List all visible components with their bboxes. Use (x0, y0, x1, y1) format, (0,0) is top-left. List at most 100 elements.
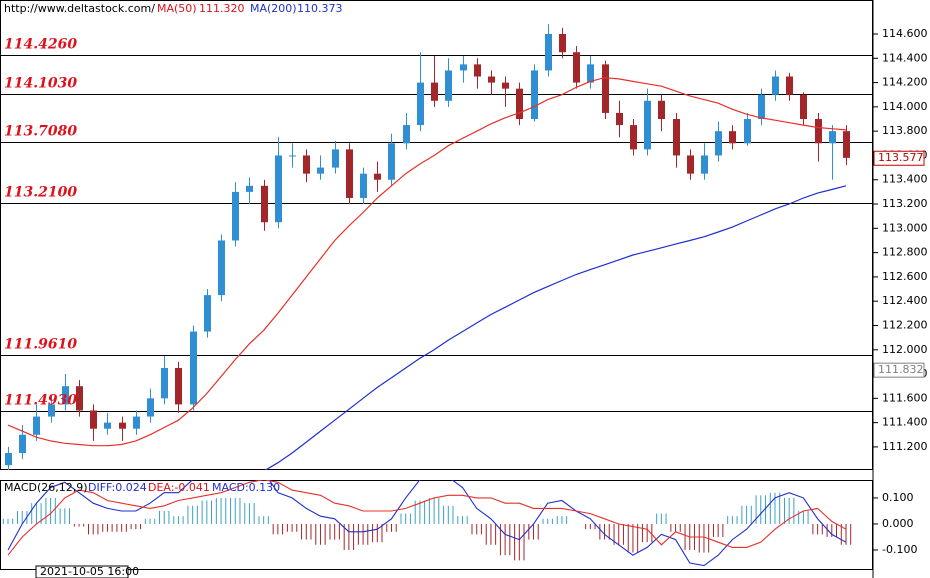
candle-body (602, 64, 609, 113)
candle-body (772, 76, 779, 95)
ma200-name: MA(200) (250, 2, 297, 15)
macd-line (7, 480, 847, 567)
candle-body (33, 416, 40, 435)
y-tick-label: 111.200 (882, 440, 928, 453)
level-label: 111.4930 (4, 393, 77, 409)
y-tick-label: 112.000 (882, 343, 928, 356)
level-label: 113.7080 (4, 124, 77, 140)
candle-body (90, 410, 97, 429)
candle-body (488, 76, 495, 83)
price-marker-box (873, 362, 925, 378)
candle-body (587, 64, 594, 83)
level-label: 114.4260 (4, 37, 77, 53)
macd-frame (0, 480, 873, 570)
level-label: 111.9610 (4, 337, 77, 353)
candle-body (531, 70, 538, 120)
candle-body (644, 100, 651, 150)
candle-body (332, 149, 339, 168)
macd-tick-label: 0.100 (882, 491, 914, 504)
candle-body (62, 386, 69, 405)
candle-body (658, 100, 665, 120)
candle-body (48, 404, 55, 417)
y-tick-label: 112.400 (882, 294, 928, 307)
macd-tick-label: -0.100 (882, 543, 917, 556)
candle-body (104, 422, 111, 429)
y-tick-label: 113.800 (882, 124, 928, 137)
candle-body (729, 131, 736, 144)
candle-body (474, 64, 481, 77)
y-tick-label: 114.200 (882, 76, 928, 89)
source-url: http://www.deltastock.com/ (4, 2, 155, 15)
dea-label: DEA:-0.041 (148, 481, 210, 494)
y-tick-label: 111.600 (882, 391, 928, 404)
macd-title: MACD(26,12,9) (4, 481, 88, 494)
ma50-value: 111.320 (199, 2, 245, 15)
date-box (35, 565, 129, 578)
macd-tick-label: 0.000 (882, 517, 914, 530)
candle-body (261, 185, 268, 223)
candle-body (545, 34, 552, 71)
candle-body (701, 155, 708, 174)
candle-body (829, 131, 836, 144)
candle-body (516, 88, 523, 120)
candle-body (346, 149, 353, 198)
candle-body (744, 119, 751, 144)
moving-average (7, 77, 847, 447)
date-label: 2021-10-05 16:00 (40, 565, 139, 578)
y-tick-label: 111.400 (882, 416, 928, 429)
candle-body (147, 398, 154, 417)
y-tick-label: 114.400 (882, 51, 928, 64)
candle-body (403, 125, 410, 144)
price-marker-label: 113.577 (878, 151, 924, 164)
price-plot (0, 24, 873, 470)
candle-body (232, 191, 239, 241)
candle-body (289, 155, 296, 157)
candle-body (502, 82, 509, 89)
level-label: 114.1030 (4, 76, 77, 92)
candle-body (119, 422, 126, 429)
candle-body (673, 119, 680, 156)
ma200-value: 110.373 (297, 2, 343, 15)
candle-body (786, 76, 793, 95)
price-marker-box (873, 150, 925, 166)
macd-label: MACD:0.130 (212, 481, 280, 494)
candle-body (133, 416, 140, 429)
candle-body (715, 131, 722, 156)
candle-body (800, 94, 807, 120)
diff-label: DIFF:0.024 (88, 481, 147, 494)
price-marker-label: 111.832 (878, 363, 924, 376)
moving-average (264, 185, 847, 470)
candle-body (687, 155, 694, 174)
candle-body (616, 112, 623, 126)
level-label: 113.2100 (4, 185, 77, 201)
candle-body (76, 386, 83, 411)
macd-line (7, 480, 847, 556)
candle-body (317, 167, 324, 174)
candle-body (175, 367, 182, 405)
candle-body (630, 125, 637, 150)
candle-body (204, 295, 211, 332)
candle-body (417, 82, 424, 126)
candle-body (758, 94, 765, 120)
main-frame (0, 0, 873, 470)
candle-body (303, 155, 310, 174)
candle-body (5, 452, 12, 466)
y-tick-label: 113.000 (882, 221, 928, 234)
candle-body (815, 119, 822, 144)
candle-body (374, 173, 381, 180)
y-tick-label: 114.000 (882, 100, 928, 113)
candle-body (218, 240, 225, 296)
candle-body (559, 34, 566, 53)
y-tick-label: 113.400 (882, 173, 928, 186)
candle-body (190, 331, 197, 405)
candle-body (445, 70, 452, 101)
y-tick-label: 114.600 (882, 27, 928, 40)
candle-body (246, 185, 253, 192)
candle-body (19, 434, 26, 453)
candle-body (573, 52, 580, 83)
y-tick-label: 113.200 (882, 197, 928, 210)
candle-body (843, 131, 850, 158)
candle-body (161, 367, 168, 399)
macd-plot (2, 480, 852, 567)
